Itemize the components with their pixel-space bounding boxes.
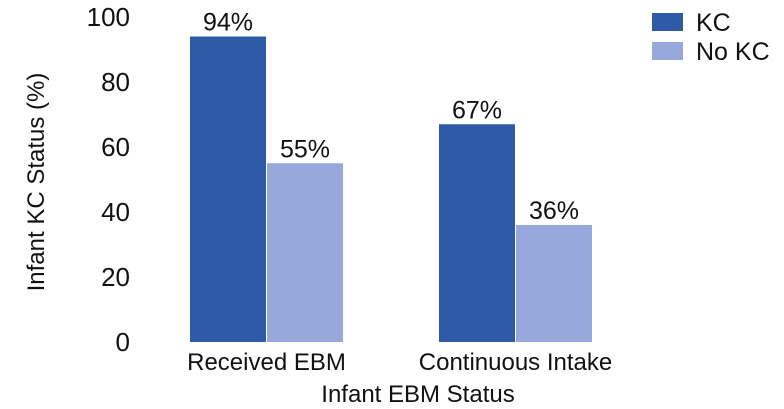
y-tick-label: 100: [87, 2, 130, 32]
legend-swatch: [652, 42, 683, 60]
y-axis-ticks: 0 20 40 60 80 100: [87, 2, 130, 357]
bar-no-kc-0: [267, 163, 343, 342]
data-label: 94%: [203, 9, 253, 37]
legend-label: KC: [696, 9, 731, 37]
bar-kc-1: [439, 124, 515, 342]
data-labels: 94% 55% 67% 36%: [203, 9, 579, 226]
x-category-label: Continuous Intake: [419, 349, 612, 376]
data-label: 55%: [280, 135, 330, 163]
y-tick-label: 40: [101, 197, 130, 227]
y-tick-label: 0: [116, 327, 130, 357]
data-label: 67%: [452, 96, 502, 124]
x-category-label: Received EBM: [187, 349, 346, 376]
bar-kc-0: [190, 36, 266, 342]
x-axis-title: Infant EBM Status: [321, 381, 514, 408]
y-tick-label: 20: [101, 262, 130, 292]
legend-swatch: [652, 13, 683, 31]
legend-label: No KC: [696, 38, 770, 66]
y-tick-label: 80: [101, 67, 130, 97]
y-tick-label: 60: [101, 132, 130, 162]
bar-no-kc-1: [516, 225, 592, 342]
data-label: 36%: [529, 197, 579, 225]
x-axis-categories: Received EBM Continuous Intake: [187, 349, 612, 376]
y-axis-title: Infant KC Status (%): [23, 73, 50, 292]
bars: [190, 36, 592, 342]
